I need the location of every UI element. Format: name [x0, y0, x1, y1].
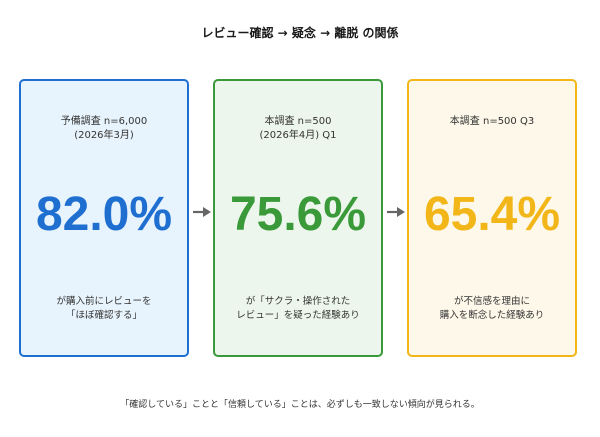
card-description-line: 「ほぼ確認する」 [65, 310, 142, 321]
card-header-line: 予備調査 n=6,000 [60, 116, 148, 127]
card-description-line: が不信感を理由に [453, 296, 530, 307]
arrow-right-icon [387, 207, 405, 217]
card-description: が不信感を理由に 購入を断念した経験あり [409, 295, 575, 323]
card-description-line: 購入を断念した経験あり [439, 310, 545, 321]
card-header: 予備調査 n=6,000 (2026年3月) [21, 115, 187, 143]
card-percentage: 82.0% [35, 188, 173, 241]
footnote: 「確認している」ことと「信頼している」ことは、必ずしも一致しない傾向が見られる。 [120, 400, 480, 410]
card-description-line: が「サクラ・操作された [245, 296, 351, 307]
card-percentage: 65.4% [423, 188, 561, 241]
card-header: 本調査 n=500 Q3 [409, 115, 575, 129]
card-header-line: 本調査 n=500 Q3 [449, 116, 535, 127]
card-description-line: が購入前にレビューを [56, 296, 152, 307]
card-description-line: レビュー」を疑った経験あり [236, 310, 360, 321]
card-pre-survey: 予備調査 n=6,000 (2026年3月) 82.0% が購入前にレビューを … [19, 79, 189, 357]
card-description: が購入前にレビューを 「ほぼ確認する」 [21, 295, 187, 323]
card-header-line: (2026年3月) [74, 130, 134, 141]
arrow-right-icon [193, 207, 211, 217]
card-description: が「サクラ・操作された レビュー」を疑った経験あり [215, 295, 381, 323]
card-header-line: (2026年4月) Q1 [259, 130, 337, 141]
card-q3-abandonment: 本調査 n=500 Q3 65.4% が不信感を理由に 購入を断念した経験あり [407, 79, 577, 357]
card-header: 本調査 n=500 (2026年4月) Q1 [215, 115, 381, 143]
diagram-title: レビュー確認 → 疑念 → 離脱 の関係 [201, 26, 399, 40]
card-percentage: 75.6% [229, 188, 367, 241]
card-q1-suspicion: 本調査 n=500 (2026年4月) Q1 75.6% が「サクラ・操作された… [213, 79, 383, 357]
card-header-line: 本調査 n=500 [264, 116, 332, 127]
